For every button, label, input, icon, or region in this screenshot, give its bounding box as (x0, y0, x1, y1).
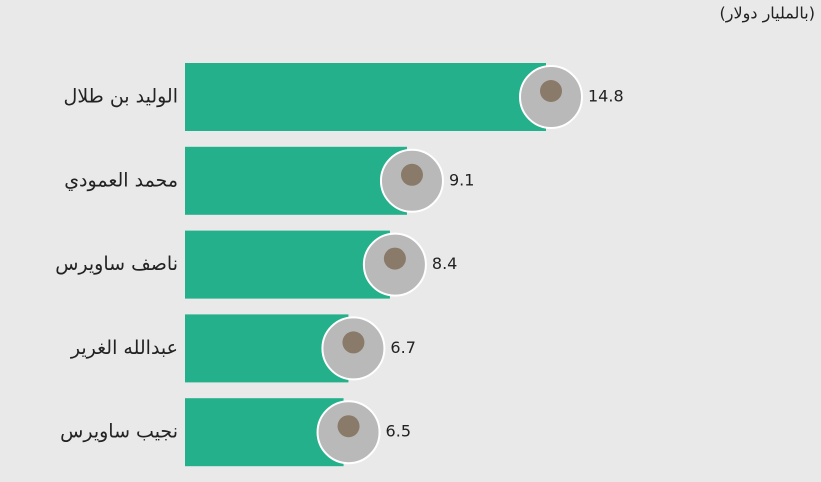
value-label: 8.4 (432, 254, 457, 273)
value-label: 6.5 (386, 422, 411, 441)
photo-head (383, 247, 406, 270)
category-label: نجيب ساويرس (60, 421, 178, 443)
chart-subtitle: (بالمليار دولار) (720, 4, 815, 24)
photo-head (400, 163, 423, 186)
bar (185, 230, 390, 299)
photo-head (337, 415, 360, 438)
category-label: عبدالله الغرير (70, 337, 178, 359)
bar (185, 146, 407, 215)
photo-head (342, 331, 365, 354)
category-label: ناصف ساويرس (55, 253, 178, 275)
category-label: الوليد بن طلال (64, 86, 178, 108)
bar (185, 314, 349, 383)
value-label: 9.1 (449, 170, 474, 189)
value-label: 14.8 (588, 87, 624, 106)
value-label: 6.7 (390, 338, 415, 357)
photo-head (540, 80, 562, 102)
bar (185, 63, 546, 131)
category-label: محمد العمودي (64, 169, 178, 191)
